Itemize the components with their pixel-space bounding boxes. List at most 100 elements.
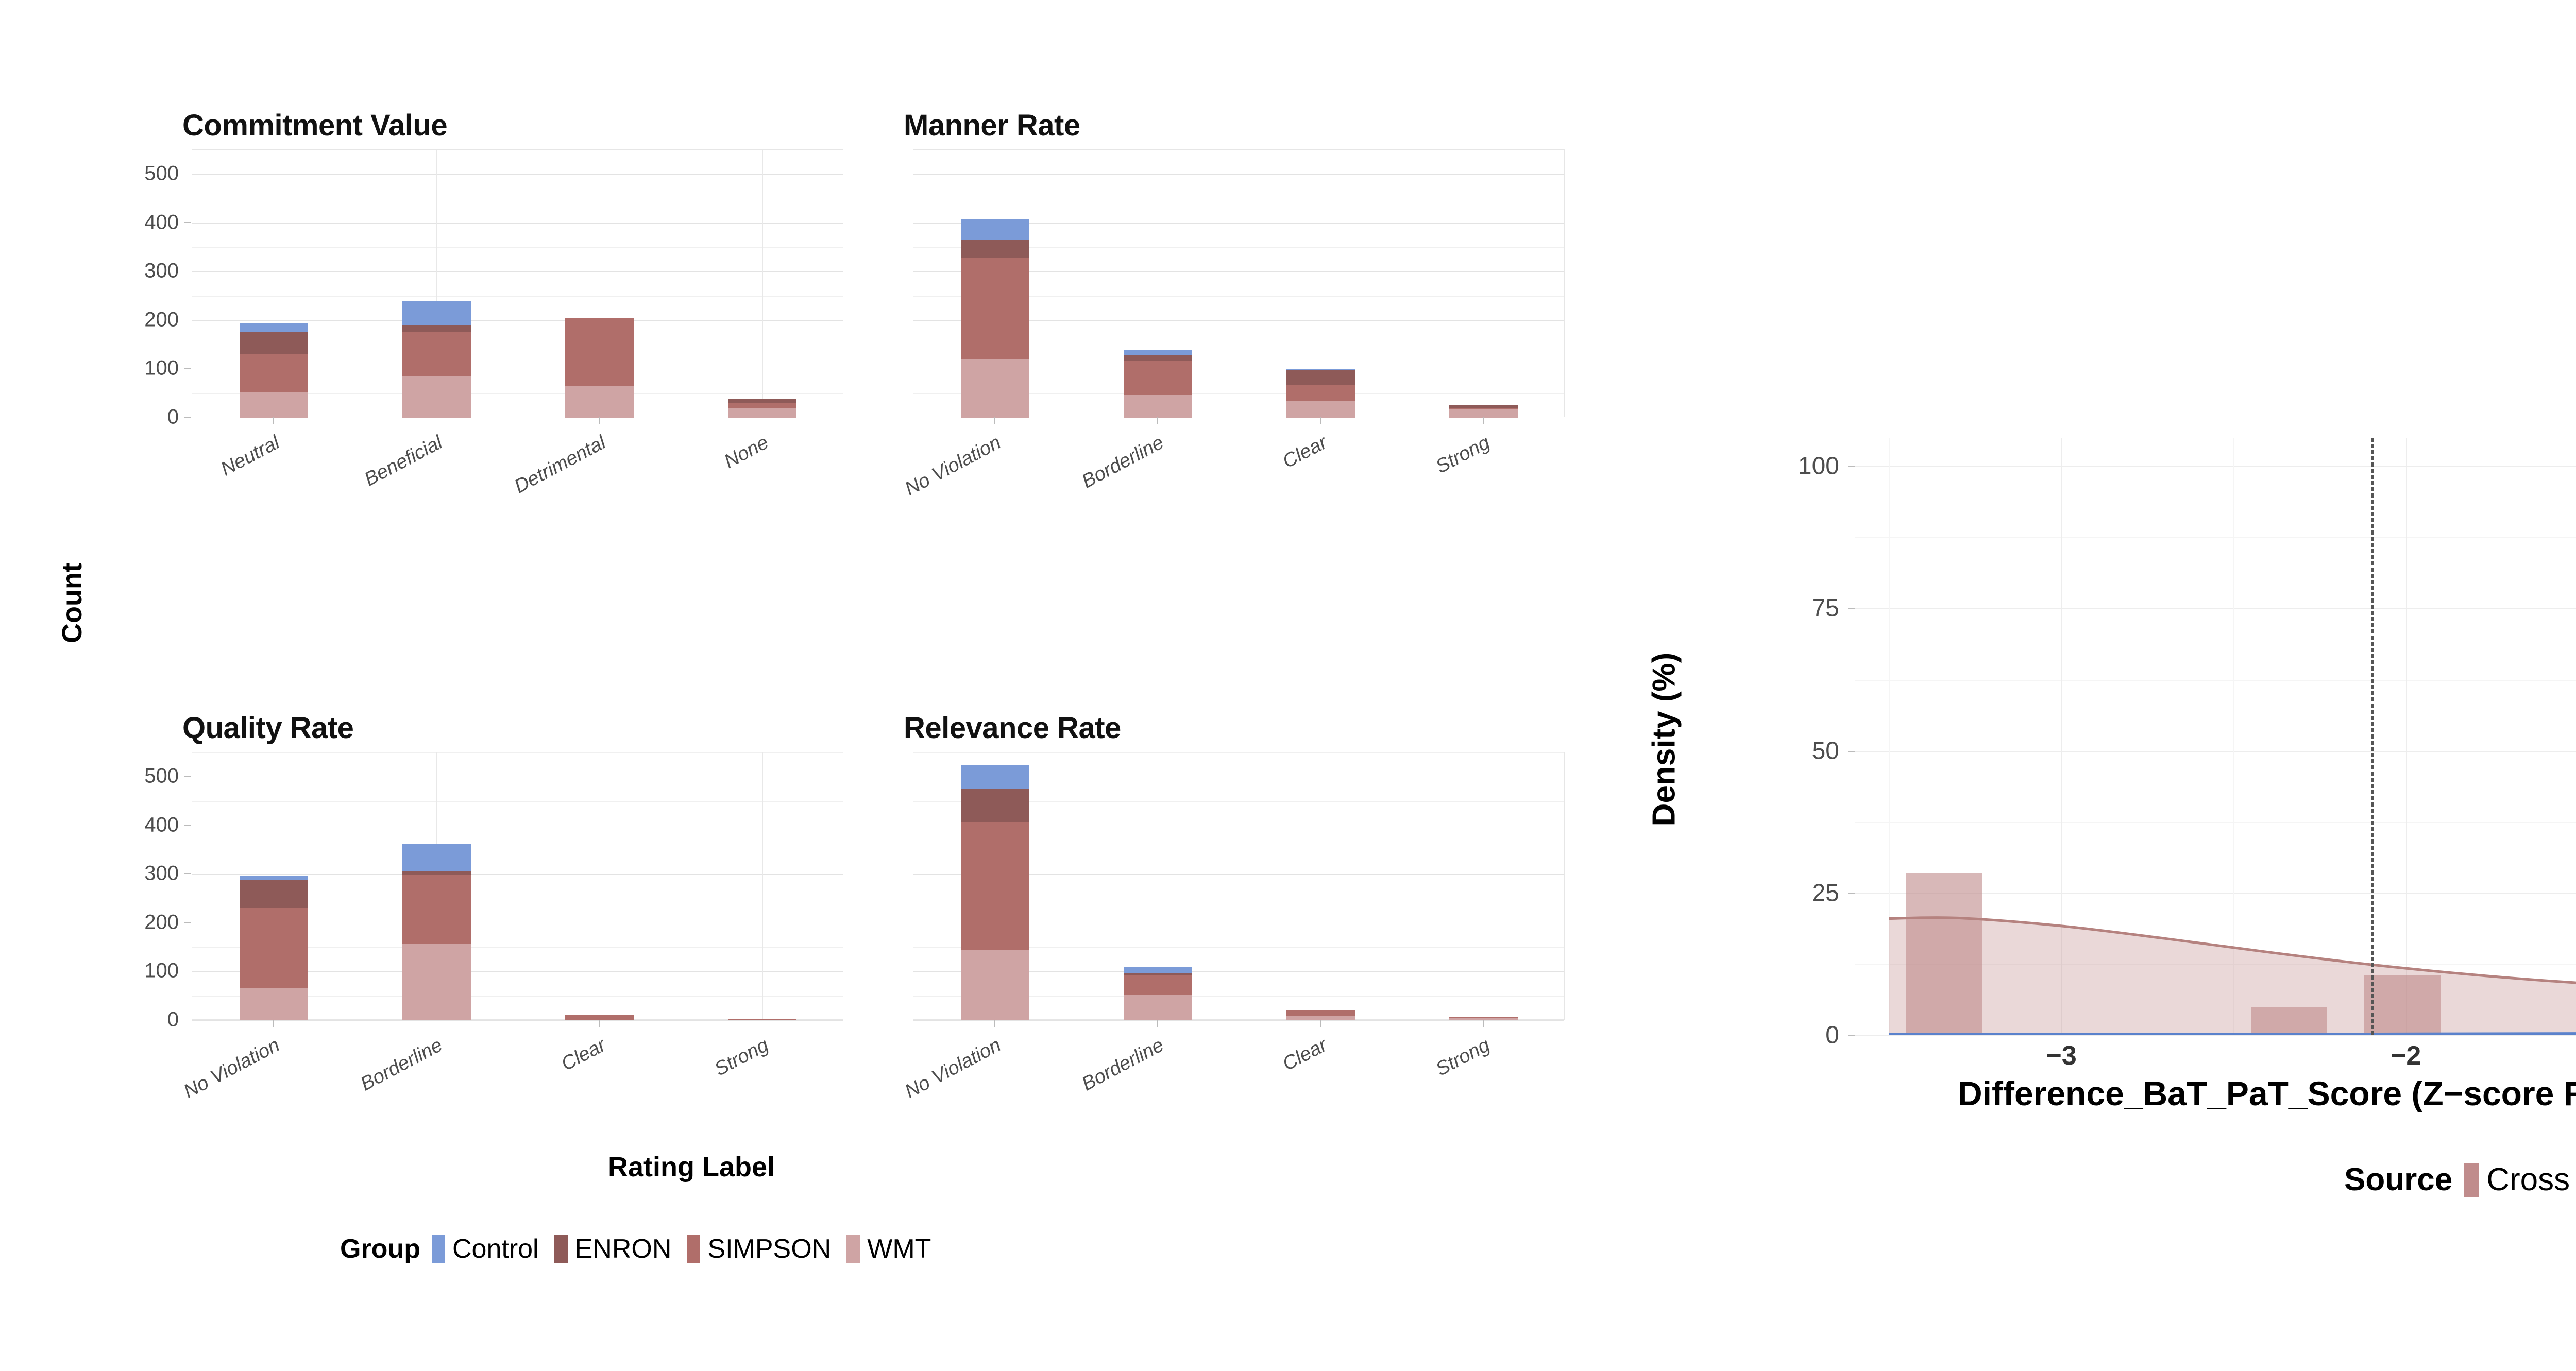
gridline-horizontal xyxy=(1855,466,2576,468)
y-axis-tick-label: 200 xyxy=(144,308,179,331)
bar-segment-control xyxy=(402,301,471,325)
x-axis-tick-mark xyxy=(1320,1020,1321,1027)
y-axis-tick-mark xyxy=(184,417,191,418)
bar-segment-wmt xyxy=(1449,408,1518,418)
gridline-horizontal xyxy=(1855,537,2576,539)
gridline-horizontal xyxy=(913,174,1564,175)
gridline-horizontal xyxy=(192,874,843,875)
group-legend-item-control[interactable]: Control xyxy=(431,1233,539,1264)
bar-segment-simpson xyxy=(1449,1017,1518,1018)
gridline-horizontal xyxy=(1855,821,2576,823)
y-axis-tick-mark xyxy=(1848,893,1855,894)
bar-segment-wmt xyxy=(960,950,1029,1020)
bar-segment-enron xyxy=(402,325,471,332)
gridline-horizontal xyxy=(913,996,1564,997)
bar-segment-wmt xyxy=(1123,394,1192,418)
group-legend-item-wmt[interactable]: WMT xyxy=(846,1233,931,1264)
stacked-bar xyxy=(728,150,797,418)
y-axis-tick-mark xyxy=(184,922,191,923)
gridline-horizontal xyxy=(1855,964,2576,965)
bar-segment-simpson xyxy=(960,258,1029,360)
stacked-bar xyxy=(960,150,1029,418)
gridline-horizontal xyxy=(192,996,843,997)
gridline-horizontal xyxy=(913,271,1564,272)
group-legend-title: Group xyxy=(340,1234,420,1264)
facet-title-quality-rate: Quality Rate xyxy=(182,711,354,745)
y-axis-tick-label: 500 xyxy=(144,162,179,185)
facet-panel xyxy=(192,149,843,418)
gridline-horizontal xyxy=(913,247,1564,248)
stacked-bar xyxy=(1449,752,1518,1020)
source-legend-item-cross[interactable]: Cross xyxy=(2464,1161,2570,1198)
stacked-bar xyxy=(402,752,471,1020)
y-axis-tick-label: 100 xyxy=(144,356,179,380)
bar-segment-control xyxy=(1123,349,1192,355)
density-area-cross xyxy=(1889,917,2576,1035)
bar-segment-simpson xyxy=(565,1015,634,1020)
bar-segment-simpson xyxy=(1123,975,1192,995)
x-axis-tick-mark xyxy=(599,417,600,424)
bar-segment-enron xyxy=(1449,405,1518,409)
x-axis-tick-mark xyxy=(1483,1020,1484,1027)
y-axis-tick-mark xyxy=(184,368,191,369)
x-axis-tick-label: −3 xyxy=(2046,1041,2077,1071)
gridline-horizontal xyxy=(192,174,843,175)
y-axis-tick-mark xyxy=(1848,750,1855,752)
bar-segment-wmt xyxy=(1449,1018,1518,1020)
gridline-horizontal xyxy=(192,247,843,248)
bar-segment-enron xyxy=(239,879,308,908)
gridline-horizontal xyxy=(913,947,1564,948)
gridline-horizontal xyxy=(1855,750,2576,752)
gridline-horizontal xyxy=(192,320,843,321)
x-axis-tick-mark xyxy=(273,417,274,424)
bar-segment-enron xyxy=(960,239,1029,258)
stacked-bar xyxy=(1449,150,1518,418)
group-legend-item-simpson[interactable]: SIMPSON xyxy=(687,1233,831,1264)
y-axis-title-density: Density (%) xyxy=(1646,652,1682,827)
gridline-horizontal xyxy=(913,393,1564,394)
stacked-bar xyxy=(239,752,308,1020)
bar-segment-simpson xyxy=(565,318,634,386)
facet-panel xyxy=(913,752,1565,1021)
stacked-bar xyxy=(1286,150,1355,418)
bar-segment-control xyxy=(960,219,1029,240)
bar-segment-wmt xyxy=(402,376,471,418)
gridline-horizontal xyxy=(192,947,843,948)
group-legend-label: SIMPSON xyxy=(707,1234,832,1264)
stacked-bar xyxy=(960,752,1029,1020)
x-axis-tick-mark xyxy=(273,1020,274,1027)
legend-swatch-icon xyxy=(554,1235,568,1263)
bar-segment-wmt xyxy=(1286,400,1355,418)
y-axis-tick-label: 100 xyxy=(1798,452,1839,480)
bar-segment-enron xyxy=(1123,355,1192,362)
histogram-bar-cross xyxy=(2364,975,2441,1035)
y-axis-tick-label: 75 xyxy=(1811,594,1839,622)
facet-panel xyxy=(913,149,1565,418)
density-line-direct xyxy=(1889,1032,2576,1035)
y-axis-tick-label: 0 xyxy=(1825,1021,1839,1049)
stacked-bar xyxy=(239,150,308,418)
bar-segment-control xyxy=(1286,369,1355,371)
gridline-horizontal xyxy=(192,296,843,297)
bar-segment-simpson xyxy=(728,1019,797,1020)
y-axis-title-count: Count xyxy=(57,563,88,643)
y-axis-tick-mark xyxy=(184,825,191,826)
gridline-horizontal xyxy=(192,271,843,272)
facet-title-manner-rate: Manner Rate xyxy=(904,109,1080,142)
bar-segment-control xyxy=(239,876,308,880)
gridline-horizontal xyxy=(913,320,1564,321)
bar-segment-simpson xyxy=(239,907,308,988)
bar-segment-simpson xyxy=(1286,385,1355,401)
density-curves xyxy=(1889,916,2576,1035)
group-legend-label: Control xyxy=(452,1234,539,1264)
bar-segment-control xyxy=(1123,967,1192,973)
group-legend-item-enron[interactable]: ENRON xyxy=(554,1233,671,1264)
x-axis-tick-mark xyxy=(1157,1020,1158,1027)
bar-segment-enron xyxy=(402,870,471,875)
x-axis-title-difference-score: Difference_BaT_PaT_Score (Z−score Range) xyxy=(1958,1074,2576,1112)
gridline-horizontal xyxy=(192,971,843,972)
source-legend-label: Cross xyxy=(2486,1162,2570,1197)
facet-title-commitment-value: Commitment Value xyxy=(182,109,448,142)
y-axis-tick-label: 300 xyxy=(144,862,179,885)
gridline-horizontal xyxy=(1855,679,2576,681)
